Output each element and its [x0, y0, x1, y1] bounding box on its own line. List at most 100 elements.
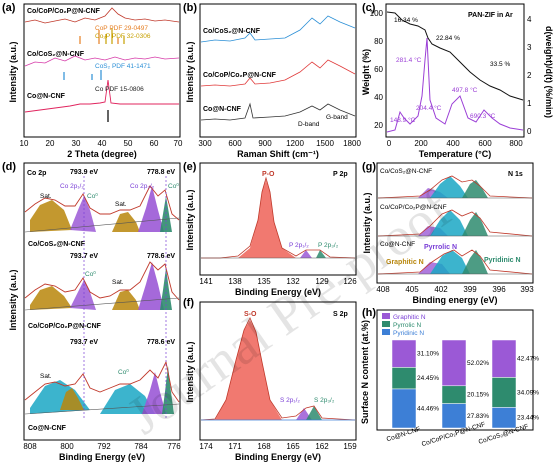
panel-h-letter: (h) — [362, 307, 376, 319]
svg-text:800: 800 — [60, 442, 74, 451]
panel-f-xlabel: Binding Energy (eV) — [235, 452, 321, 462]
svg-text:60: 60 — [374, 65, 383, 74]
legend-swatch-pyrrolic — [382, 321, 390, 327]
s2p-s32-peak — [306, 406, 322, 420]
svg-text:174: 174 — [199, 442, 213, 451]
svg-text:396: 396 — [492, 285, 506, 294]
svg-text:400: 400 — [446, 139, 460, 148]
svg-text:402: 402 — [434, 285, 448, 294]
svg-text:165: 165 — [286, 442, 300, 451]
panel-g: (g) N 1s Co/CoS₂@N-CNF Co/CoP/Co₂P@N-CNF — [362, 161, 534, 305]
tga-temp-5: 690.3 °C — [470, 112, 496, 120]
svg-text:300: 300 — [198, 139, 212, 148]
svg-text:80: 80 — [374, 37, 383, 46]
panel-f: (f) S 2p S-O S 2p₁/₂ S 2p₃/₂ 174 171 168… — [183, 297, 357, 462]
tga-temp-2: 148.9 °C — [390, 116, 416, 124]
bar-category-label: Co@N-CNF — [386, 426, 422, 444]
panel-g-ylabel: Intensity (a.u.) — [362, 192, 372, 253]
legend-pyrrolic: Pyrrolic N — [393, 322, 421, 329]
co2p-spectrum-cop — [24, 261, 180, 311]
panel-e-xticks: 141 138 135 132 129 126 — [199, 277, 357, 286]
tga-temp-4: 497.8 °C — [452, 86, 478, 94]
raman-label-cos2: Co/CoS₂@N-CNF — [203, 28, 261, 35]
s2p-envelope — [200, 317, 356, 421]
svg-text:792: 792 — [97, 442, 111, 451]
co2p-sat-a: Sat. — [40, 193, 52, 200]
bar-value-label: 44.46% — [417, 405, 439, 412]
xrd-curve-co — [24, 79, 179, 113]
panel-f-letter: (f) — [183, 297, 194, 309]
co2p-sat-d: Sat. — [40, 373, 52, 380]
svg-text:0: 0 — [387, 139, 392, 148]
panel-e: (e) P 2p P-O P 2p₁/₂ P 2p₃/₂ 141 138 135… — [183, 161, 357, 297]
xrd-ref-cos2: CoS₂ PDF 41-1471 — [95, 63, 151, 70]
xrd-ref-sticks — [63, 28, 125, 122]
n1s-sample-cop: Co/CoP/Co₂P@N-CNF — [380, 204, 447, 211]
panel-c-yticks-left: 20 40 60 80 100 — [370, 9, 384, 130]
bar-segment-pyridinic-n — [491, 407, 517, 429]
n1s-label-pyrrolic: Pyrrolic N — [424, 244, 457, 251]
bar-segment-graphitic-n — [441, 339, 467, 387]
svg-text:20: 20 — [46, 139, 55, 148]
panel-h-ylabel: Surface N content (at.%) — [360, 320, 370, 424]
s2p-title: S 2p — [333, 311, 348, 318]
co2p-spectrum-cos2 — [24, 185, 180, 233]
n1s-sample-cos2: Co/CoS₂@N-CNF — [380, 168, 432, 175]
svg-text:141: 141 — [199, 277, 213, 286]
xrd-curve-cos2 — [24, 55, 180, 67]
co2p-sample-cop: Co/CoP/Co₂P@N-CNF — [28, 323, 102, 330]
p2p-label-p12: P 2p₁/₂ — [289, 242, 309, 249]
co2p-guide-lines — [83, 176, 167, 418]
svg-text:100: 100 — [370, 9, 384, 18]
panel-f-frame — [199, 301, 357, 441]
tga-temp-1: 281.4 °C — [396, 56, 422, 64]
p2p-label-po: P-O — [262, 171, 275, 178]
bar-value-label: 34.09% — [517, 389, 539, 396]
xrd-ref-cop: CoP PDF 29-0497 — [95, 25, 148, 32]
panel-g-xlabel: Binding energy (eV) — [412, 295, 497, 305]
co2p-sat-c: Sat. — [112, 279, 124, 286]
svg-text:1800: 1800 — [343, 139, 361, 148]
svg-text:408: 408 — [376, 285, 390, 294]
svg-text:405: 405 — [405, 285, 419, 294]
svg-text:3: 3 — [527, 43, 532, 52]
co2p-peak-5: 793.7 eV — [70, 339, 98, 346]
p2p-title: P 2p — [333, 171, 348, 178]
bar-segment-pyridinic-n — [441, 403, 467, 429]
svg-text:0: 0 — [527, 127, 532, 136]
panel-f-xticks: 174 171 168 165 162 159 — [199, 442, 357, 451]
bar-value-label: 31.10% — [417, 351, 439, 358]
bar-value-label: 24.45% — [417, 375, 439, 382]
svg-text:800: 800 — [509, 139, 523, 148]
co2p-sample-co: Co@N-CNF — [28, 425, 67, 432]
svg-text:20: 20 — [374, 121, 383, 130]
xrd-label-co: Co@N-CNF — [27, 93, 66, 100]
svg-text:393: 393 — [520, 285, 534, 294]
co2p-label-32a: Co 2p₃/₂ — [130, 183, 155, 190]
svg-text:2: 2 — [527, 71, 532, 80]
panel-d: (d) Co 2p 793.9 eV 778.8 eV Co 2p₁/₂ Co … — [2, 161, 181, 462]
svg-text:30: 30 — [72, 139, 81, 148]
panel-c-xlabel: Temperature (°C) — [419, 149, 491, 159]
xrd-ref-co2p: Co₂P PDF 32-0306 — [95, 33, 151, 40]
co2p-spectrum-co — [24, 360, 180, 415]
s2p-label-s32: S 2p₃/₂ — [314, 397, 335, 404]
bar-value-label: 42.47% — [517, 356, 539, 363]
svg-text:162: 162 — [315, 442, 329, 451]
co2p-sample-cos2: Co/CoS₂@N-CNF — [28, 241, 86, 248]
legend-pyridinic: Pyridinic N — [393, 330, 424, 337]
co2p-co0-d: Co⁰ — [118, 368, 129, 376]
svg-text:135: 135 — [257, 277, 271, 286]
svg-text:70: 70 — [174, 139, 183, 148]
panel-a-xlabel: 2 Theta (degree) — [67, 149, 137, 159]
panel-a: (a) Co/CoP/Co₂P@N-CNF CoP PDF 29-0497 Co… — [2, 2, 183, 159]
panel-b-xticks: 300 600 900 1200 1500 1800 — [198, 139, 361, 148]
panel-c-ylabel-left: Weight (%) — [361, 49, 371, 95]
p2p-po-peak — [238, 180, 296, 258]
panel-d-xticks: 808 800 792 784 776 — [23, 442, 181, 451]
panel-h-frame — [376, 309, 534, 431]
tga-pct-1: 16.34 % — [394, 17, 418, 24]
svg-text:1: 1 — [527, 99, 532, 108]
tga-pct-2: 22.84 % — [436, 35, 460, 42]
